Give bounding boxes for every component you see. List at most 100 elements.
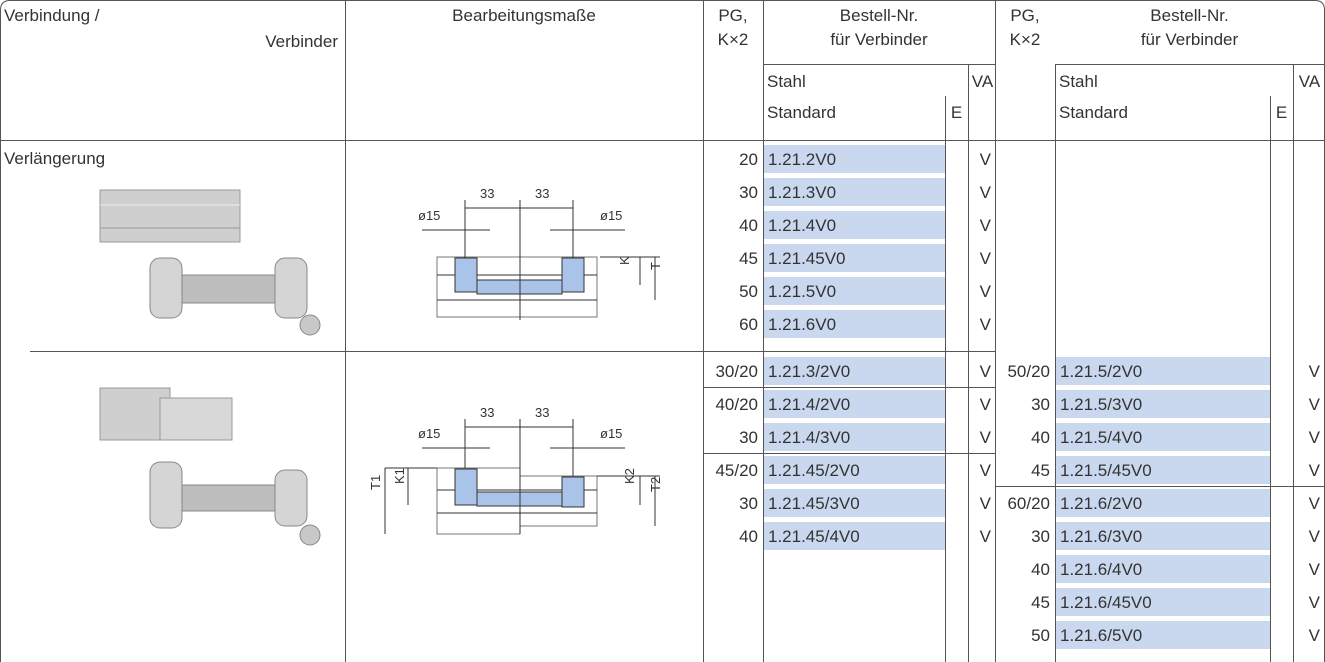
va-mark: V bbox=[979, 461, 991, 480]
rule bbox=[1293, 64, 1294, 662]
header-text: Stahl bbox=[767, 72, 806, 91]
order-number: 1.21.6/4V0 bbox=[1060, 560, 1143, 579]
order-number: 1.21.3V0 bbox=[768, 183, 837, 202]
header-text: für Verbinder bbox=[1140, 30, 1239, 49]
header-text: VA bbox=[971, 72, 994, 91]
order-cell bbox=[1056, 456, 1270, 484]
dimension-label: T1 bbox=[368, 474, 383, 490]
pg-value: 50 bbox=[739, 282, 758, 301]
pg-value: 45 bbox=[739, 249, 758, 268]
header-text: Standard bbox=[1059, 103, 1128, 122]
va-mark: V bbox=[1308, 362, 1320, 381]
va-mark: V bbox=[979, 494, 991, 513]
header-text: Bearbeitungsmaße bbox=[452, 6, 596, 25]
order-number: 1.21.45/4V0 bbox=[768, 527, 860, 546]
order-cell bbox=[764, 178, 945, 206]
pg-value: 40 bbox=[739, 216, 758, 235]
order-cell bbox=[764, 423, 945, 451]
technical-drawing bbox=[422, 200, 660, 320]
dimension-label: 33 bbox=[480, 186, 495, 201]
header-text: Stahl bbox=[1059, 72, 1098, 91]
dimension-label: 33 bbox=[535, 405, 550, 420]
pg-value: 45 bbox=[1031, 593, 1050, 612]
order-number: 1.21.2V0 bbox=[768, 150, 837, 169]
header-text: Standard bbox=[767, 103, 836, 122]
dimension-label: T bbox=[648, 262, 663, 270]
dimension-label: 33 bbox=[535, 186, 550, 201]
rule bbox=[968, 64, 969, 662]
va-mark: V bbox=[979, 315, 991, 334]
rule bbox=[0, 140, 1324, 141]
dimension-label: ø15 bbox=[418, 426, 441, 441]
rule bbox=[763, 0, 764, 662]
pg-value: 30/20 bbox=[715, 362, 758, 381]
order-cell bbox=[764, 244, 945, 272]
header-text: K×2 bbox=[717, 30, 749, 49]
va-mark: V bbox=[1308, 560, 1320, 579]
pg-value: 40 bbox=[1031, 428, 1050, 447]
order-cell bbox=[1056, 522, 1270, 550]
order-cell bbox=[764, 145, 945, 173]
order-number: 1.21.5V0 bbox=[768, 282, 837, 301]
header-text: Verbinder bbox=[265, 32, 338, 51]
header-text: für Verbinder bbox=[830, 30, 928, 49]
order-number: 1.21.3/2V0 bbox=[768, 362, 851, 381]
product-photo bbox=[99, 387, 321, 546]
pg-value: 60 bbox=[739, 315, 758, 334]
va-mark: V bbox=[979, 362, 991, 381]
pg-value: 60/20 bbox=[1007, 494, 1050, 513]
va-mark: V bbox=[1308, 395, 1320, 414]
order-number: 1.21.6V0 bbox=[768, 315, 837, 334]
order-cell bbox=[764, 310, 945, 338]
order-number: 1.21.45V0 bbox=[768, 249, 846, 268]
va-mark: V bbox=[1308, 593, 1320, 612]
dimension-label: K2 bbox=[622, 468, 637, 484]
rule bbox=[995, 486, 1324, 487]
va-mark: V bbox=[979, 428, 991, 447]
order-number: 1.21.4/2V0 bbox=[768, 395, 851, 414]
pg-value: 40 bbox=[739, 527, 758, 546]
pg-value: 50/20 bbox=[1007, 362, 1050, 381]
dimension-label: ø15 bbox=[418, 208, 441, 223]
header-text: E bbox=[950, 103, 963, 122]
rule bbox=[703, 351, 995, 352]
pg-value: 30 bbox=[1031, 527, 1050, 546]
va-mark: V bbox=[979, 527, 991, 546]
va-mark: V bbox=[979, 282, 991, 301]
pg-value: 45 bbox=[1031, 461, 1050, 480]
header-text: PG, bbox=[1010, 6, 1040, 25]
va-mark: V bbox=[979, 216, 991, 235]
pg-value: 30 bbox=[739, 494, 758, 513]
order-number: 1.21.6/45V0 bbox=[1060, 593, 1152, 612]
header-text: VA bbox=[1298, 72, 1321, 91]
rule bbox=[1270, 96, 1271, 662]
rule bbox=[1055, 64, 1324, 65]
pg-value: 30 bbox=[739, 183, 758, 202]
rule bbox=[703, 387, 995, 388]
dimension-label: 33 bbox=[480, 405, 495, 420]
order-cell bbox=[764, 522, 945, 550]
order-number: 1.21.45/3V0 bbox=[768, 494, 860, 513]
va-mark: V bbox=[1308, 461, 1320, 480]
rule bbox=[703, 0, 704, 662]
va-mark: V bbox=[1308, 626, 1320, 645]
order-number: 1.21.5/2V0 bbox=[1060, 362, 1143, 381]
order-number: 1.21.5/4V0 bbox=[1060, 428, 1143, 447]
rule bbox=[763, 64, 995, 65]
dimension-label: ø15 bbox=[600, 426, 623, 441]
order-number: 1.21.5/3V0 bbox=[1060, 395, 1143, 414]
va-mark: V bbox=[1308, 527, 1320, 546]
pg-value: 30 bbox=[739, 428, 758, 447]
order-number: 1.21.6/3V0 bbox=[1060, 527, 1143, 546]
section-label: Verlängerung bbox=[4, 149, 106, 168]
order-cell bbox=[1056, 390, 1270, 418]
header-text: E bbox=[1275, 103, 1288, 122]
dimension-label: K1 bbox=[392, 468, 407, 484]
rule bbox=[345, 0, 346, 662]
pg-value: 20 bbox=[739, 150, 758, 169]
rule bbox=[995, 0, 996, 662]
header-text: Bestell-Nr. bbox=[1150, 6, 1229, 25]
pg-value: 45/20 bbox=[715, 461, 758, 480]
